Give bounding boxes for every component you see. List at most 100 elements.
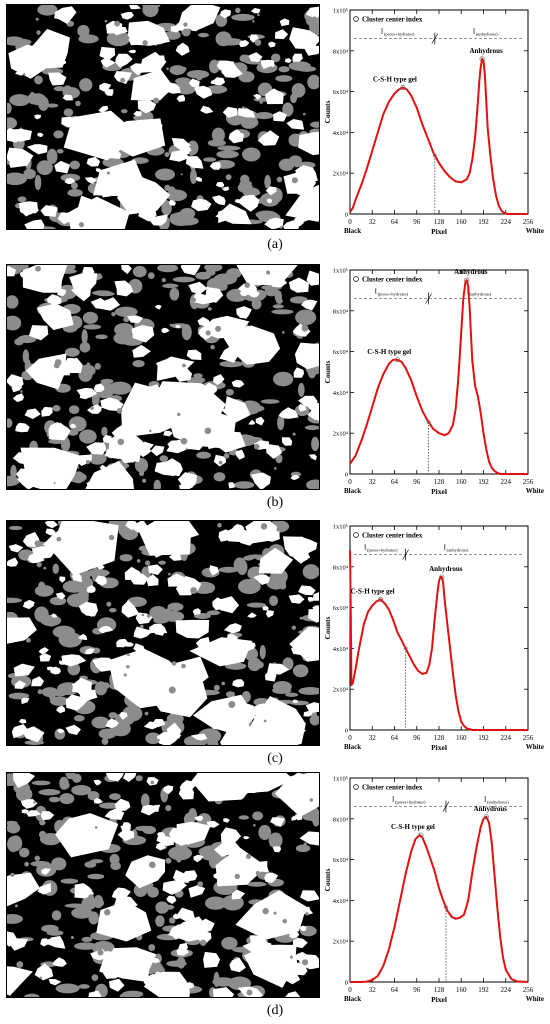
threshold-point	[426, 420, 431, 424]
x-tick-label: 224	[501, 986, 512, 994]
range-label-right-sub: (anhydrous)	[476, 32, 498, 37]
histogram-chart-c: 0 32 64 96 128 160 192 224 256 0 2x10⁴ 4x10⁴ 6x10⁴ 8x…	[322, 520, 550, 756]
x-tick-label: 128	[434, 478, 445, 486]
peak-marker-anhydrous	[479, 56, 485, 62]
y-axis-label: Counts	[323, 100, 332, 123]
y-tick-label: 8x10⁴	[333, 308, 349, 315]
x-tick-label: 128	[434, 986, 445, 994]
y-tick-label: 1x10⁵	[333, 524, 348, 531]
x-end-label-left: Black	[344, 227, 361, 235]
y-tick-label: 0	[345, 728, 348, 735]
threshold-slash	[402, 549, 409, 560]
legend-label: Cluster center index	[362, 532, 423, 540]
y-tick-label: 1x10⁵	[333, 776, 348, 783]
caption-c: (c)	[267, 751, 283, 766]
histogram-curve	[349, 550, 528, 731]
panel-a: 0 32 64 96 128 160 192 224 256 0 2x10⁴ 4x10⁴ 6x10⁴ 8x…	[0, 0, 550, 256]
y-tick-label: 4x10⁴	[333, 898, 349, 905]
peak-marker-csh	[394, 357, 400, 363]
panel-d: 0 32 64 96 128 160 192 224 256 0 2x10⁴ 4x10⁴ 6x10⁴ 8x…	[0, 768, 550, 1024]
range-label-right: I	[444, 544, 447, 552]
x-tick-label: 96	[413, 734, 421, 742]
y-tick-label: 8x10⁴	[333, 48, 349, 55]
y-tick-label: 2x10⁴	[333, 687, 349, 694]
x-end-label-right: White	[526, 743, 544, 751]
x-tick-label: 0	[348, 478, 352, 486]
x-tick-label: 160	[456, 218, 467, 226]
x-axis-label: Pixel	[431, 227, 447, 236]
y-tick-label: 0	[345, 212, 348, 219]
range-label-right: I	[473, 28, 476, 36]
legend-label: Cluster center index	[362, 276, 423, 284]
range-label-left-sub: (pores+hydrates)	[367, 548, 398, 553]
y-tick-label: 4x10⁴	[333, 390, 349, 397]
x-tick-label: 224	[501, 478, 512, 486]
y-tick-label: 6x10⁴	[333, 349, 349, 356]
legend-marker	[353, 532, 359, 538]
x-tick-label: 256	[523, 734, 534, 742]
histogram-svg: 0 32 64 96 128 160 192 224 256 0 2x10⁴ 4x10⁴ 6x10⁴ 8x…	[323, 776, 544, 1005]
panel-c: 0 32 64 96 128 160 192 224 256 0 2x10⁴ 4x10⁴ 6x10⁴ 8x…	[0, 512, 550, 768]
x-end-label-left: Black	[344, 995, 361, 1003]
x-tick-label: 192	[478, 986, 489, 994]
y-tick-label: 6x10⁴	[333, 605, 349, 612]
x-axis-label: Pixel	[431, 995, 447, 1004]
peak-marker-anhydrous	[464, 277, 470, 283]
threshold-slash	[425, 293, 432, 304]
x-tick-label: 160	[456, 478, 467, 486]
y-tick-label: 0	[345, 472, 348, 479]
peak-label-anhydrous: Anhydrous	[469, 47, 503, 55]
x-tick-label: 64	[391, 986, 399, 994]
x-tick-label: 96	[413, 478, 421, 486]
x-axis-label: Pixel	[431, 743, 447, 752]
range-label-left-sub: (pores+hydrates)	[384, 32, 415, 37]
y-tick-label: 1x10⁵	[333, 8, 348, 15]
threshold-slash	[442, 801, 450, 812]
x-end-label-right: White	[526, 487, 544, 495]
x-end-label-left: Black	[344, 487, 361, 495]
micrograph-texture	[7, 5, 319, 229]
x-tick-label: 128	[434, 734, 445, 742]
x-tick-label: 160	[456, 986, 467, 994]
x-tick-label: 64	[391, 734, 399, 742]
x-end-label-left: Black	[344, 743, 361, 751]
x-tick-label: 256	[523, 478, 534, 486]
micrograph-texture	[7, 265, 319, 489]
peak-label-csh: C-S-H type gel	[373, 76, 417, 84]
y-tick-label: 0	[345, 980, 348, 987]
peak-label-csh: C-S-H type gel	[351, 587, 395, 595]
x-tick-label: 32	[369, 218, 377, 226]
micrograph-a	[6, 4, 320, 230]
peak-marker-anhydrous	[483, 814, 489, 820]
peak-label-csh: C-S-H type gel	[367, 348, 411, 356]
peak-marker-csh	[378, 596, 384, 602]
micrograph-texture	[7, 521, 319, 745]
legend-marker	[353, 276, 359, 282]
range-label-left: I	[381, 28, 384, 36]
x-tick-label: 64	[391, 218, 399, 226]
x-tick-label: 128	[434, 218, 445, 226]
x-tick-label: 0	[348, 218, 352, 226]
threshold-point	[432, 153, 437, 158]
x-end-label-right: White	[526, 227, 544, 235]
peak-marker-anhydrous	[439, 574, 445, 580]
x-tick-label: 96	[413, 218, 421, 226]
caption-b: (b)	[266, 495, 284, 510]
threshold-slash	[431, 33, 439, 44]
y-axis-label: Counts	[323, 616, 332, 639]
range-label-right-sub: (anhydrous)	[487, 800, 509, 805]
y-tick-label: 6x10⁴	[333, 857, 349, 864]
threshold-point	[403, 646, 408, 651]
peak-label-csh: C-S-H type gel	[391, 823, 435, 831]
peak-marker-csh	[400, 84, 406, 91]
histogram-curve	[350, 815, 529, 983]
x-tick-label: 224	[501, 734, 512, 742]
x-tick-label: 64	[391, 478, 399, 486]
histogram-chart-b: 0 32 64 96 128 160 192 224 256 0 2x10⁴ 4x10⁴ 6x10⁴ 8x…	[322, 264, 550, 500]
range-label-left-sub: (pores+hydrates)	[395, 800, 426, 805]
y-tick-label: 1x10⁵	[333, 268, 348, 275]
range-label-right: I	[484, 796, 487, 804]
histogram-chart-a: 0 32 64 96 128 160 192 224 256 0 2x10⁴ 4x10⁴ 6x10⁴ 8x…	[322, 4, 550, 240]
x-tick-label: 256	[523, 218, 534, 226]
y-tick-label: 8x10⁴	[333, 564, 349, 571]
